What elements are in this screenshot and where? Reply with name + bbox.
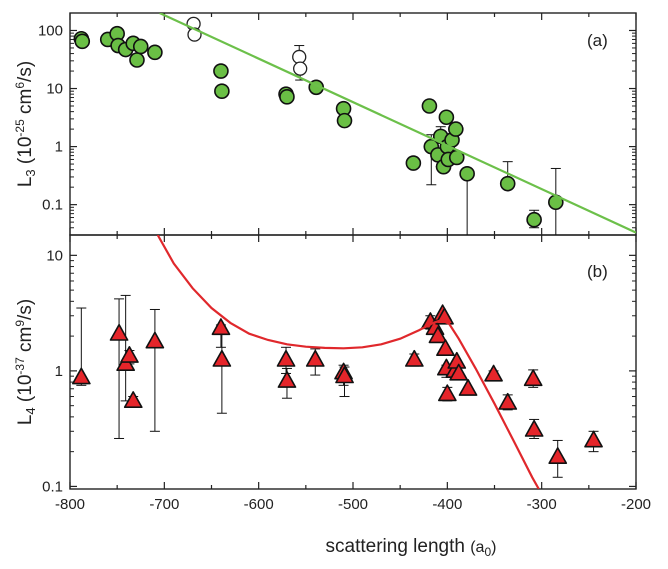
data-point	[584, 430, 603, 448]
panel-a-plot-area	[73, 13, 636, 235]
data-point	[147, 44, 163, 61]
panel-b-y-ticks: 10 1 0.1	[42, 235, 637, 495]
panel-a-label: (a)	[587, 31, 608, 50]
x-tick-label: -800	[55, 496, 85, 513]
y-tick-label: 10	[46, 81, 63, 98]
data-point	[145, 331, 165, 349]
data-point	[335, 366, 354, 384]
data-point	[211, 318, 231, 336]
data-point	[437, 384, 457, 402]
theory-curve	[156, 235, 540, 489]
data-point	[123, 391, 143, 409]
data-point	[132, 38, 149, 55]
data-point	[109, 323, 129, 341]
y-tick-label: 1	[55, 363, 63, 380]
panel-b-y-axis-title: L4 (10-37 cm9/s)	[13, 299, 38, 425]
data-point	[212, 349, 232, 367]
data-point	[436, 339, 455, 357]
data-point	[279, 89, 295, 105]
panel-b-label: (b)	[587, 262, 608, 281]
data-point	[499, 175, 516, 192]
y-tick-label: 100	[38, 22, 63, 39]
panel-b-plot-area	[72, 235, 603, 489]
data-point	[449, 363, 469, 381]
data-point	[129, 52, 145, 68]
x-tick-label: -400	[432, 496, 462, 513]
x-tick-label: -600	[244, 496, 274, 513]
data-point	[214, 83, 230, 99]
fit-line	[159, 13, 636, 234]
y-tick-label: 10	[46, 247, 63, 264]
data-point	[498, 392, 518, 410]
x-axis-title: scattering length (a0)	[326, 536, 497, 559]
data-point	[438, 109, 455, 126]
x-tick-label: -200	[621, 496, 651, 513]
data-point	[458, 378, 478, 396]
x-tick-label: -300	[527, 496, 557, 513]
x-tick-label: -500	[338, 496, 368, 513]
data-point	[276, 349, 296, 367]
x-axis-ticks: -800 -700 -600 -500 -400 -300 -200	[55, 496, 651, 513]
data-point	[72, 367, 91, 385]
data-point	[523, 369, 543, 387]
data-point	[293, 61, 308, 76]
data-point	[292, 49, 307, 65]
y-tick-label: 0.1	[42, 197, 63, 214]
data-point	[448, 121, 464, 137]
data-point	[404, 349, 424, 367]
data-point	[74, 33, 91, 50]
x-tick-label: -700	[149, 496, 179, 513]
data-point	[277, 370, 297, 388]
data-point	[548, 447, 568, 465]
panel-a-y-ticks: 100 10 1 0.1	[38, 12, 637, 236]
data-point	[336, 112, 353, 129]
y-tick-label: 1	[55, 139, 63, 156]
data-point	[484, 364, 503, 382]
data-point	[524, 419, 544, 437]
data-point	[405, 155, 422, 171]
data-point	[120, 345, 139, 363]
panel-a-y-axis-title: L3 (10-25 cm6/s)	[13, 61, 38, 187]
data-point	[459, 165, 475, 182]
data-point	[526, 211, 542, 228]
data-point	[428, 326, 448, 344]
y-tick-label: 0.1	[42, 478, 63, 495]
data-point	[213, 63, 229, 79]
data-point	[305, 349, 325, 367]
data-point	[421, 98, 438, 114]
